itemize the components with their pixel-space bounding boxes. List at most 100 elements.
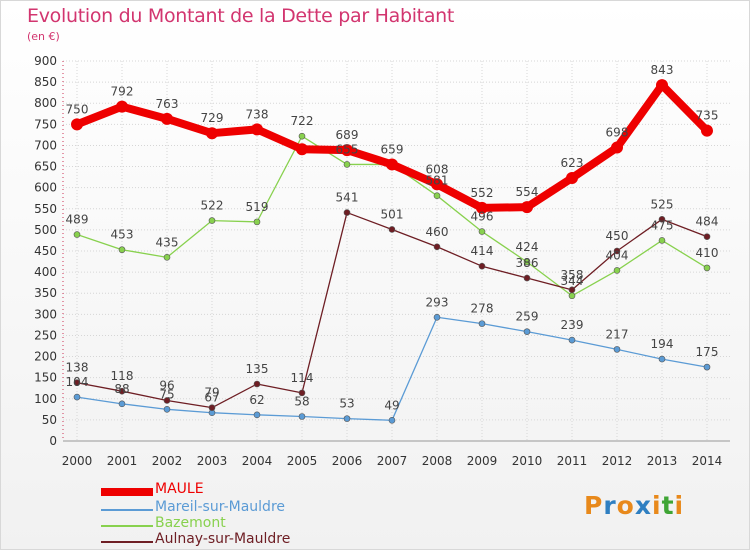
data-label-1: 88	[114, 382, 129, 396]
data-point-1	[523, 328, 531, 335]
x-tick-label: 2013	[647, 454, 678, 468]
y-tick-label: 50	[42, 413, 57, 427]
data-label-2: 475	[651, 218, 674, 232]
data-point-2	[208, 217, 216, 224]
data-label-2: 655	[336, 142, 359, 156]
data-label-2: 581	[426, 174, 449, 188]
y-tick-label: 500	[34, 223, 57, 237]
data-point-3	[613, 247, 621, 255]
data-point-1	[478, 320, 486, 327]
data-label-3: 118	[111, 369, 134, 383]
data-label-0: 608	[426, 162, 449, 176]
y-tick-label: 250	[34, 328, 57, 342]
data-label-2: 522	[201, 199, 224, 213]
data-label-1: 217	[606, 327, 629, 341]
data-label-2: 344	[561, 274, 584, 288]
logo-letter: i	[652, 491, 662, 520]
logo-letter: i	[674, 491, 685, 520]
data-label-1: 278	[471, 302, 494, 316]
data-point-0	[656, 79, 668, 92]
data-point-1	[433, 313, 441, 321]
data-point-1	[118, 400, 126, 408]
line-chart: 0 50 100 150 200 250 300 350 400 450 500 550 600 650 7…	[34, 54, 730, 468]
logo-letter: P	[584, 491, 604, 520]
chart-subtitle: (en €)	[27, 30, 60, 43]
data-label-3: 79	[204, 386, 219, 400]
data-label-3: 96	[159, 378, 174, 392]
x-tick-label: 2004	[242, 454, 273, 468]
data-point-2	[433, 192, 441, 199]
x-tick-label: 2009	[467, 454, 498, 468]
data-point-3	[433, 243, 441, 251]
data-label-1: 53	[339, 397, 354, 411]
data-point-2	[163, 254, 171, 261]
y-tick-label: 900	[34, 54, 57, 68]
data-label-2: 435	[156, 235, 179, 249]
data-label-3: 358	[561, 268, 584, 282]
data-label-0: 729	[201, 111, 224, 125]
data-label-0: 554	[516, 185, 539, 199]
data-label-2: 410	[696, 246, 719, 260]
data-label-3: 138	[66, 361, 89, 375]
y-tick-label: 100	[34, 392, 57, 406]
data-point-2	[253, 218, 261, 226]
data-label-2: 453	[111, 228, 134, 242]
data-point-2	[298, 132, 306, 140]
data-point-2	[343, 161, 351, 168]
x-tick-label: 2014	[692, 454, 723, 468]
data-label-2: 519	[246, 200, 269, 214]
x-tick-label: 2007	[377, 454, 408, 468]
data-label-0: 750	[66, 102, 89, 116]
legend-item-bazemont: Bazemont	[101, 515, 361, 535]
logo-letter: x	[634, 491, 652, 520]
data-label-3: 135	[246, 362, 269, 376]
data-label-0: 763	[156, 97, 179, 111]
data-point-1	[343, 415, 351, 422]
legend-swatch-bazemont	[101, 525, 153, 527]
data-label-2: 424	[516, 240, 539, 254]
data-label-3: 414	[471, 244, 494, 258]
x-tick-label: 2002	[152, 454, 183, 468]
data-point-0	[296, 143, 308, 156]
data-point-3	[118, 387, 126, 395]
data-label-3: 484	[696, 215, 719, 229]
data-point-2	[658, 237, 666, 244]
x-tick-label: 2001	[107, 454, 138, 468]
x-tick-label: 2006	[332, 454, 363, 468]
data-point-1	[613, 346, 621, 353]
x-tick-label: 2011	[557, 454, 588, 468]
data-point-3	[568, 286, 576, 294]
legend-swatch-mareil	[101, 509, 153, 511]
data-point-2	[613, 267, 621, 274]
data-label-3: 460	[426, 225, 449, 239]
data-label-3: 450	[606, 229, 629, 243]
logo-letter: o	[616, 491, 635, 520]
data-label-1: 175	[696, 345, 719, 359]
data-label-2: 496	[471, 210, 494, 224]
chart-title: Evolution du Montant de la Dette par Hab…	[27, 5, 455, 27]
y-tick-label: 550	[34, 202, 57, 216]
legend-swatch-aulnay	[101, 541, 153, 543]
legend-label-maule: MAULE	[155, 481, 204, 497]
y-tick-label: 150	[34, 371, 57, 385]
data-point-3	[523, 274, 531, 282]
data-point-3	[163, 397, 171, 404]
legend-label-bazemont: Bazemont	[155, 515, 226, 531]
data-point-3	[388, 226, 396, 233]
y-tick-label: 750	[34, 117, 57, 131]
y-tick-label: 300	[34, 307, 57, 321]
data-point-1	[658, 355, 666, 363]
data-label-0: 689	[336, 128, 359, 142]
data-label-0: 735	[696, 109, 719, 123]
data-point-0	[566, 171, 578, 184]
proxiti-logo: Proxiti	[584, 491, 684, 520]
x-tick-label: 2012	[602, 454, 633, 468]
data-point-0	[116, 100, 128, 113]
data-label-0: 738	[246, 107, 269, 121]
data-point-3	[658, 216, 666, 223]
y-tick-label: 700	[34, 138, 57, 152]
y-tick-label: 0	[49, 434, 57, 448]
data-point-0	[386, 158, 398, 171]
legend-label-aulnay: Aulnay-sur-Mauldre	[155, 531, 291, 547]
